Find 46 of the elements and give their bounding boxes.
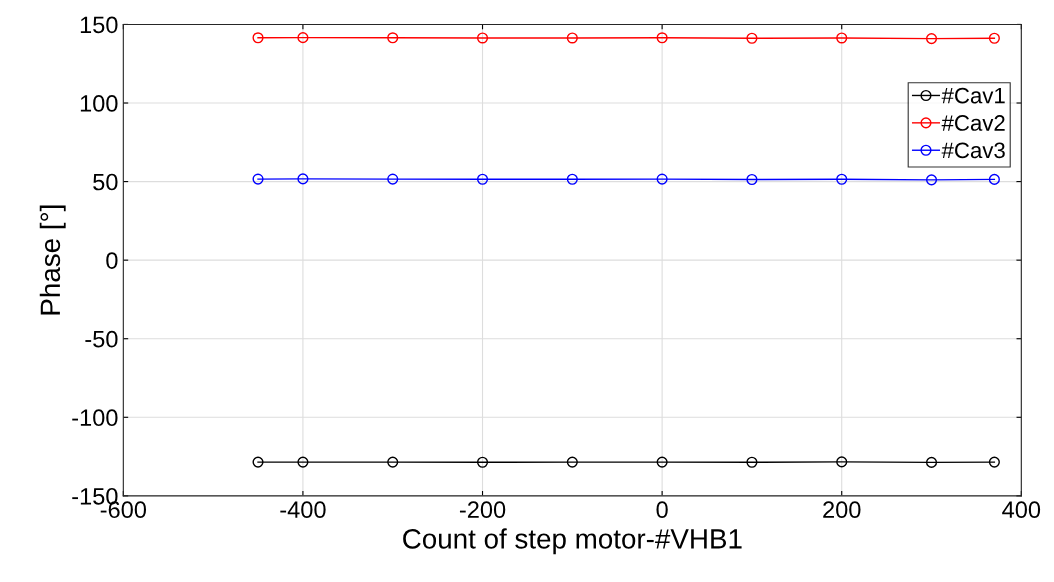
point xyxy=(836,173,848,185)
x-tick-label: 0 xyxy=(656,501,668,519)
point xyxy=(476,456,489,468)
point xyxy=(925,174,938,186)
point xyxy=(297,173,309,185)
point xyxy=(746,173,758,186)
point xyxy=(746,456,758,468)
y-tick-label: 100 xyxy=(80,95,118,112)
point xyxy=(656,173,668,185)
point xyxy=(925,456,938,468)
point xyxy=(252,32,264,44)
point xyxy=(387,456,399,468)
point xyxy=(836,32,848,44)
y-tick-label: 0 xyxy=(106,252,118,269)
y-tick-label: -100 xyxy=(72,409,118,427)
point xyxy=(476,173,489,185)
point xyxy=(566,173,578,185)
point xyxy=(988,32,1000,44)
point xyxy=(988,456,1000,468)
point xyxy=(387,32,399,44)
y-tick-label: -50 xyxy=(85,330,118,348)
x-tick-label: -400 xyxy=(280,501,326,519)
point xyxy=(925,33,938,45)
point xyxy=(566,32,578,44)
point xyxy=(297,456,309,468)
point xyxy=(988,173,1000,185)
legend-label: #Cav1 xyxy=(941,87,1005,104)
point xyxy=(252,456,264,468)
x-tick-label: -200 xyxy=(459,501,506,519)
point xyxy=(836,456,848,468)
legend-label: #Cav2 xyxy=(941,115,1005,131)
x-tick-label: 200 xyxy=(823,501,861,519)
point xyxy=(252,173,264,185)
x-tick-label: 400 xyxy=(1002,501,1041,519)
point xyxy=(566,456,578,468)
legend-label: #Cav3 xyxy=(941,142,1005,159)
x-axis-title: Count of step motor-#VHB1 xyxy=(403,528,742,555)
point xyxy=(656,32,668,44)
point xyxy=(297,32,309,44)
y-tick-label: 50 xyxy=(93,173,118,191)
point xyxy=(656,456,668,468)
y-tick-label: 150 xyxy=(80,16,118,34)
y-axis-title: Phase [°] xyxy=(39,205,66,315)
point xyxy=(746,32,758,44)
point xyxy=(387,173,399,185)
point xyxy=(476,32,489,44)
